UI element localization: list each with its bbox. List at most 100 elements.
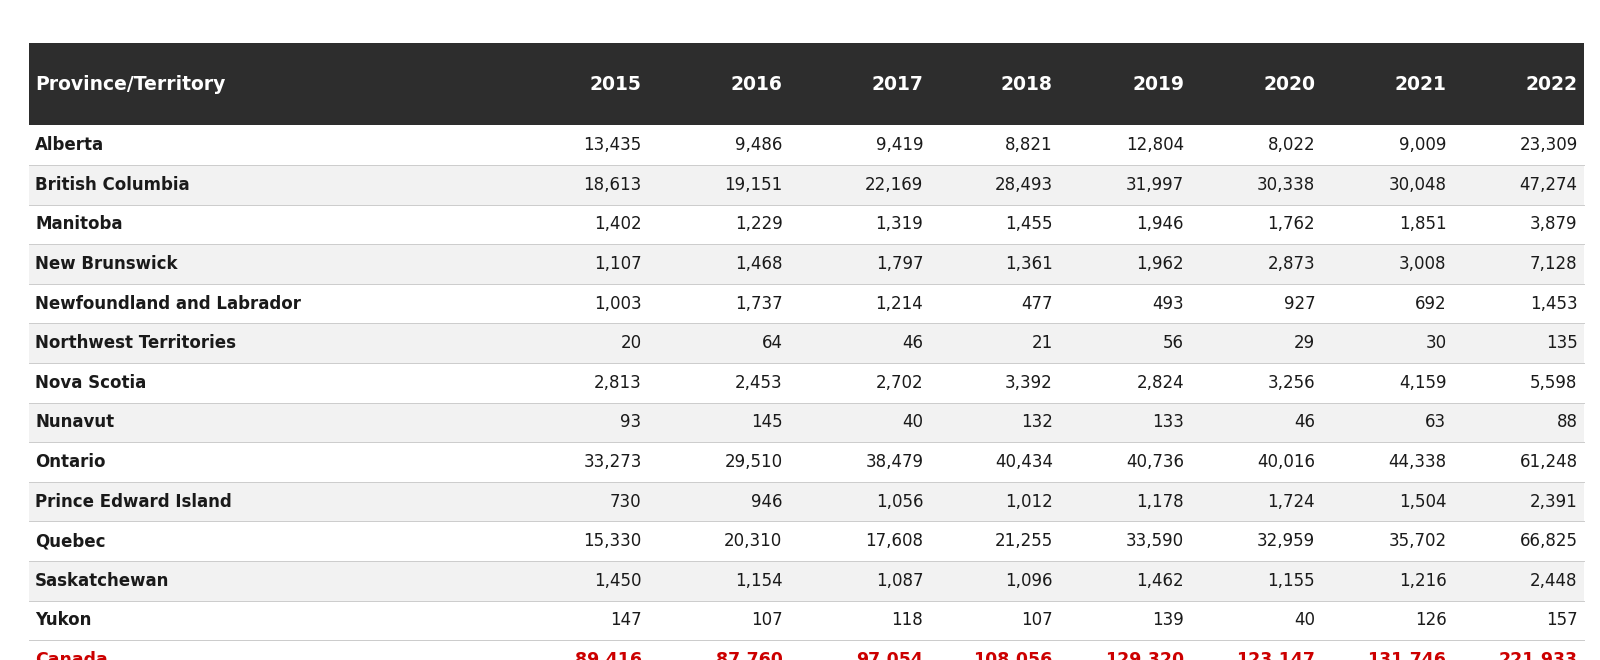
Text: 2018: 2018 <box>1002 75 1053 94</box>
Text: 1,762: 1,762 <box>1267 215 1315 234</box>
Text: 20: 20 <box>621 334 642 352</box>
Text: Prince Edward Island: Prince Edward Island <box>35 492 232 511</box>
Text: 157: 157 <box>1546 611 1578 630</box>
Text: 28,493: 28,493 <box>995 176 1053 194</box>
Text: 145: 145 <box>750 413 782 432</box>
Bar <box>29 601 1584 640</box>
Text: 15,330: 15,330 <box>584 532 642 550</box>
Text: 2015: 2015 <box>590 75 642 94</box>
Text: 46: 46 <box>1294 413 1315 432</box>
Text: 9,486: 9,486 <box>734 136 782 154</box>
Text: 1,319: 1,319 <box>875 215 923 234</box>
Text: 1,946: 1,946 <box>1136 215 1184 234</box>
Text: New Brunswick: New Brunswick <box>35 255 178 273</box>
Text: 7,128: 7,128 <box>1530 255 1578 273</box>
Text: 88: 88 <box>1557 413 1578 432</box>
Text: 40: 40 <box>902 413 923 432</box>
Text: Alberta: Alberta <box>35 136 104 154</box>
Text: Nunavut: Nunavut <box>35 413 114 432</box>
Text: 97,054: 97,054 <box>856 651 923 660</box>
Text: 1,450: 1,450 <box>594 572 642 590</box>
Text: 3,879: 3,879 <box>1530 215 1578 234</box>
Text: 692: 692 <box>1414 294 1446 313</box>
Text: 129,320: 129,320 <box>1106 651 1184 660</box>
Text: British Columbia: British Columbia <box>35 176 190 194</box>
Text: 107: 107 <box>750 611 782 630</box>
Text: 21: 21 <box>1032 334 1053 352</box>
Text: 1,216: 1,216 <box>1398 572 1446 590</box>
Text: 2,448: 2,448 <box>1530 572 1578 590</box>
Bar <box>29 205 1584 244</box>
Text: 9,419: 9,419 <box>875 136 923 154</box>
Text: 118: 118 <box>891 611 923 630</box>
Text: 108,056: 108,056 <box>973 651 1053 660</box>
Bar <box>29 363 1584 403</box>
Text: 493: 493 <box>1152 294 1184 313</box>
Text: 8,821: 8,821 <box>1005 136 1053 154</box>
Text: 123,147: 123,147 <box>1237 651 1315 660</box>
Text: Quebec: Quebec <box>35 532 106 550</box>
Text: 1,154: 1,154 <box>734 572 782 590</box>
Text: 8,022: 8,022 <box>1267 136 1315 154</box>
Bar <box>29 165 1584 205</box>
Text: 1,229: 1,229 <box>734 215 782 234</box>
Text: 2,873: 2,873 <box>1267 255 1315 273</box>
Bar <box>29 403 1584 442</box>
Text: 131,746: 131,746 <box>1368 651 1446 660</box>
Text: 927: 927 <box>1283 294 1315 313</box>
Text: 133: 133 <box>1152 413 1184 432</box>
Text: 46: 46 <box>902 334 923 352</box>
Text: 1,797: 1,797 <box>875 255 923 273</box>
Text: 30,048: 30,048 <box>1389 176 1446 194</box>
Text: 33,273: 33,273 <box>584 453 642 471</box>
Text: 221,933: 221,933 <box>1499 651 1578 660</box>
Text: 29: 29 <box>1294 334 1315 352</box>
Text: 2,702: 2,702 <box>875 374 923 392</box>
Text: 22,169: 22,169 <box>866 176 923 194</box>
Text: 47,274: 47,274 <box>1520 176 1578 194</box>
Text: 2,824: 2,824 <box>1136 374 1184 392</box>
Text: 17,608: 17,608 <box>866 532 923 550</box>
Text: 1,003: 1,003 <box>594 294 642 313</box>
Text: Canada: Canada <box>35 651 107 660</box>
Bar <box>29 521 1584 561</box>
Bar <box>29 561 1584 601</box>
Text: Nova Scotia: Nova Scotia <box>35 374 147 392</box>
Text: 19,151: 19,151 <box>725 176 782 194</box>
Text: 147: 147 <box>610 611 642 630</box>
Text: 1,096: 1,096 <box>1005 572 1053 590</box>
Text: 1,178: 1,178 <box>1136 492 1184 511</box>
Text: 44,338: 44,338 <box>1389 453 1446 471</box>
Text: 3,392: 3,392 <box>1005 374 1053 392</box>
Text: Manitoba: Manitoba <box>35 215 123 234</box>
Text: 1,851: 1,851 <box>1398 215 1446 234</box>
Text: 13,435: 13,435 <box>584 136 642 154</box>
Text: 1,462: 1,462 <box>1136 572 1184 590</box>
Bar <box>29 284 1584 323</box>
Text: 1,056: 1,056 <box>875 492 923 511</box>
Text: 1,402: 1,402 <box>594 215 642 234</box>
Text: 2,813: 2,813 <box>594 374 642 392</box>
Text: 1,724: 1,724 <box>1267 492 1315 511</box>
Text: 139: 139 <box>1152 611 1184 630</box>
Text: 4,159: 4,159 <box>1398 374 1446 392</box>
Text: 35,702: 35,702 <box>1389 532 1446 550</box>
Text: 40,434: 40,434 <box>995 453 1053 471</box>
Text: 135: 135 <box>1546 334 1578 352</box>
Text: 31,997: 31,997 <box>1126 176 1184 194</box>
Text: 1,214: 1,214 <box>875 294 923 313</box>
Text: 12,804: 12,804 <box>1126 136 1184 154</box>
Text: 3,256: 3,256 <box>1267 374 1315 392</box>
Text: 30,338: 30,338 <box>1258 176 1315 194</box>
Text: 2017: 2017 <box>872 75 923 94</box>
Text: 2020: 2020 <box>1262 75 1315 94</box>
Text: 33,590: 33,590 <box>1126 532 1184 550</box>
Text: 5,598: 5,598 <box>1530 374 1578 392</box>
Text: 1,455: 1,455 <box>1005 215 1053 234</box>
Text: 93: 93 <box>621 413 642 432</box>
Text: 32,959: 32,959 <box>1258 532 1315 550</box>
Text: 38,479: 38,479 <box>866 453 923 471</box>
Text: 1,087: 1,087 <box>875 572 923 590</box>
Text: 126: 126 <box>1414 611 1446 630</box>
Text: 1,453: 1,453 <box>1530 294 1578 313</box>
